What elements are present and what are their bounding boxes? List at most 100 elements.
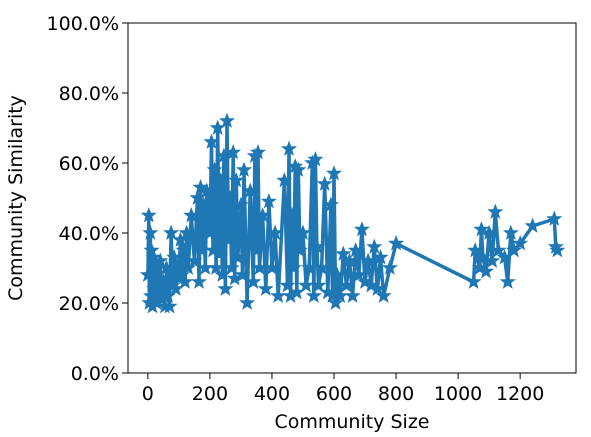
marker <box>499 273 516 289</box>
marker <box>195 196 212 212</box>
marker <box>487 203 504 219</box>
marker <box>220 231 237 247</box>
x-tick-label: 600 <box>316 383 352 405</box>
marker <box>276 172 293 188</box>
marker <box>344 287 361 303</box>
marker <box>212 172 229 188</box>
marker <box>329 266 346 282</box>
marker <box>375 287 392 303</box>
marker <box>546 210 563 226</box>
x-tick-label: 1000 <box>434 383 482 405</box>
marker <box>313 259 330 275</box>
marker <box>372 249 389 265</box>
marker <box>173 266 190 282</box>
marker <box>478 263 495 279</box>
marker <box>465 273 482 289</box>
marker <box>161 298 178 314</box>
marker <box>341 252 358 268</box>
marker <box>142 224 159 240</box>
marker <box>215 147 232 163</box>
marker <box>281 140 298 156</box>
y-tick-label: 60.0% <box>59 153 119 175</box>
marker <box>284 207 301 223</box>
x-tick-label: 400 <box>254 383 290 405</box>
marker <box>363 277 380 293</box>
marker <box>490 242 507 258</box>
marker <box>366 238 383 254</box>
marker <box>186 252 203 268</box>
y-tick-label: 40.0% <box>59 223 119 245</box>
marker <box>290 161 307 177</box>
marker <box>308 238 325 254</box>
marker <box>467 242 484 258</box>
marker <box>388 235 405 251</box>
x-tick-label: 200 <box>192 383 228 405</box>
marker <box>369 280 386 296</box>
marker <box>201 224 218 240</box>
marker <box>357 273 374 289</box>
marker <box>347 242 364 258</box>
marker <box>249 144 267 160</box>
marker <box>228 172 245 188</box>
marker <box>316 175 333 191</box>
x-tick-label: 1200 <box>496 383 544 405</box>
y-tick-label: 80.0% <box>59 83 119 105</box>
marker <box>360 252 377 268</box>
marker <box>279 277 296 293</box>
marker <box>198 182 215 198</box>
marker <box>307 151 324 167</box>
marker <box>524 217 541 233</box>
y-tick-label: 20.0% <box>59 293 119 315</box>
marker <box>223 259 240 275</box>
marker <box>325 165 343 181</box>
marker <box>208 259 225 275</box>
marker <box>217 280 234 296</box>
marker <box>205 242 222 258</box>
marker <box>183 207 200 223</box>
marker <box>192 179 209 195</box>
marker <box>222 189 239 205</box>
marker <box>471 259 488 275</box>
marker <box>267 224 284 240</box>
marker <box>143 242 160 258</box>
marker <box>257 280 274 296</box>
marker <box>236 161 253 177</box>
marker <box>270 287 287 303</box>
x-tick-label: 0 <box>142 383 154 405</box>
marker <box>381 259 398 275</box>
marker <box>248 242 265 258</box>
marker <box>335 245 352 261</box>
marker <box>239 294 256 310</box>
marker <box>474 249 491 265</box>
marker <box>172 231 189 247</box>
marker <box>473 221 490 237</box>
y-axis-label: Community Similarity <box>5 95 27 301</box>
marker <box>232 196 249 212</box>
x-axis-label: Community Size <box>274 411 429 433</box>
marker <box>163 224 180 240</box>
marker <box>155 273 172 289</box>
marker <box>549 242 566 258</box>
marker <box>353 221 370 237</box>
y-tick-label: 100.0% <box>47 13 119 35</box>
marker <box>242 182 259 198</box>
marker <box>225 144 242 160</box>
marker <box>177 273 194 289</box>
marker <box>285 259 302 275</box>
marker <box>254 207 271 223</box>
marker <box>180 259 197 275</box>
marker <box>229 249 246 265</box>
marker <box>245 273 262 289</box>
marker <box>211 245 228 261</box>
marker <box>260 193 277 209</box>
marker <box>152 252 169 268</box>
marker <box>178 224 195 240</box>
marker <box>140 207 157 223</box>
marker <box>218 112 235 128</box>
marker <box>502 224 519 240</box>
marker <box>505 242 522 258</box>
marker <box>294 224 311 240</box>
marker <box>234 266 251 282</box>
plot-frame <box>127 22 577 374</box>
